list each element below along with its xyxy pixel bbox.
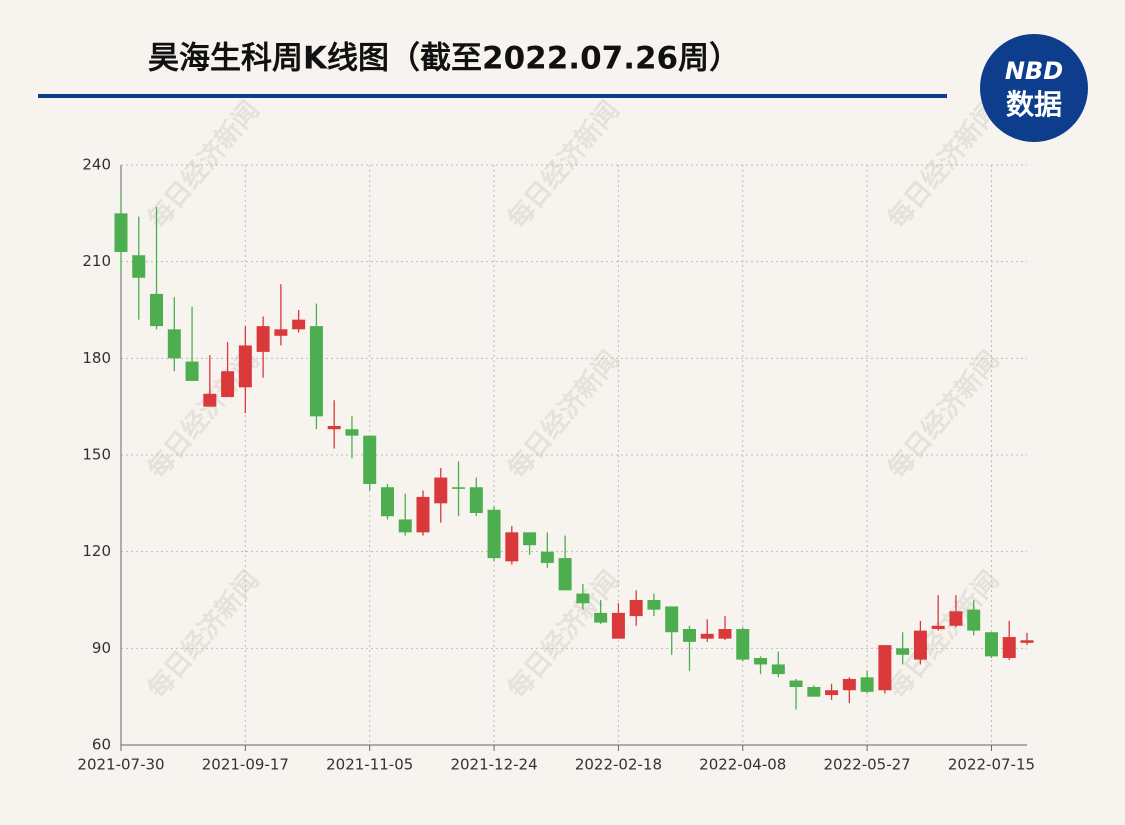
candle-body [896, 648, 910, 655]
candle-body [825, 690, 839, 696]
candle-body [949, 611, 963, 626]
x-tick-label: 2022-02-18 [575, 756, 662, 774]
candle-body [505, 532, 519, 562]
y-tick-label: 210 [82, 252, 111, 270]
candle-body [594, 612, 608, 623]
candle-body [629, 600, 643, 617]
candle-body [736, 629, 750, 660]
candle-body [150, 293, 164, 327]
candle-body [558, 558, 572, 591]
x-tick-label: 2021-12-24 [450, 756, 537, 774]
candle-body [682, 629, 696, 642]
candle-body [380, 487, 394, 517]
x-tick-label: 2022-04-08 [699, 756, 786, 774]
y-tick-label: 180 [82, 349, 111, 367]
candle-body [327, 426, 341, 430]
candle-body [1020, 640, 1034, 643]
candle-body [167, 329, 181, 359]
candle-body [984, 632, 998, 657]
candle-body [611, 612, 625, 639]
logo-bottom: 数据 [1006, 88, 1062, 121]
candle-body [203, 393, 217, 407]
candle-body [967, 609, 981, 631]
candle-body [416, 496, 430, 533]
candle-body [878, 645, 892, 691]
candle-body [540, 551, 554, 563]
candle-body [114, 213, 128, 252]
y-tick-label: 120 [82, 542, 111, 560]
candle-body [238, 345, 252, 388]
candle-body [398, 519, 412, 533]
candle-body [185, 361, 199, 381]
candle-body [309, 326, 323, 417]
x-tick-label: 2021-07-30 [77, 756, 164, 774]
candle-body [469, 487, 483, 513]
candle-body [842, 678, 856, 691]
candle-body [221, 371, 235, 397]
candle-body [576, 593, 590, 604]
candle-body [363, 435, 377, 484]
plot: 60 90 120 150 180 210 240 2021-07-30 2021-09-17 2… [77, 156, 1035, 774]
candle-body [860, 677, 874, 692]
candle-body [771, 664, 785, 675]
candle-body [789, 680, 803, 687]
candle-body [132, 255, 146, 278]
y-tick-label: 240 [82, 156, 111, 174]
candle-body [913, 630, 927, 660]
candle-body [523, 532, 537, 546]
logo-top: NBD [1005, 57, 1063, 85]
y-tick-label: 90 [92, 639, 111, 657]
candle-body [807, 687, 821, 697]
candle-body [292, 319, 306, 330]
x-tick-label: 2021-11-05 [326, 756, 413, 774]
candle-body [434, 477, 448, 504]
logo-circle [980, 34, 1088, 142]
candle-body [345, 429, 359, 436]
x-tick-label: 2022-07-15 [948, 756, 1035, 774]
x-tick-label: 2021-09-17 [202, 756, 289, 774]
candle-body [754, 658, 768, 665]
candle-body [700, 633, 714, 639]
title-rule [38, 94, 947, 98]
y-tick-label: 60 [92, 736, 111, 754]
candle-body [718, 629, 732, 639]
candle-body [1002, 637, 1016, 658]
chart-title: 昊海生科周K线图（截至2022.07.26周） [148, 41, 740, 77]
candle-body [274, 329, 288, 336]
candle-body [665, 606, 679, 633]
x-tick-label: 2022-05-27 [824, 756, 911, 774]
y-tick-label: 150 [82, 446, 111, 464]
candle-body [452, 487, 466, 489]
candle-body [256, 326, 270, 352]
candle-body [647, 600, 661, 610]
candle-body [487, 509, 501, 559]
candle-body [931, 625, 945, 629]
